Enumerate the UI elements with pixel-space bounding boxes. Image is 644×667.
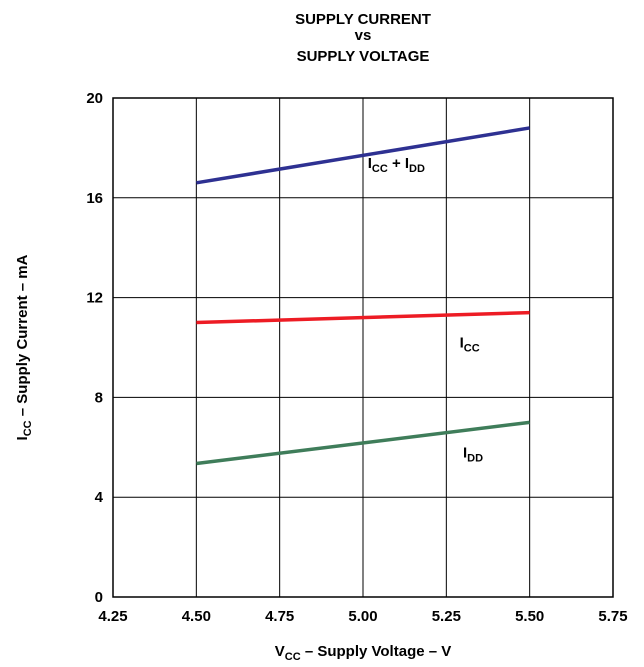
y-tick-label: 16: [86, 190, 103, 207]
x-tick-label: 4.25: [98, 608, 127, 625]
series-lines: [196, 126, 530, 466]
series-label: ICC: [460, 335, 480, 355]
x-tick-label: 5.50: [515, 608, 544, 625]
chart-title-line: SUPPLY VOLTAGE: [297, 48, 430, 65]
y-tick-labels: 0 4 8 12 16 20: [86, 90, 103, 606]
x-tick-label: 4.50: [182, 608, 211, 625]
series-line: [196, 310, 530, 325]
series-label: ICC + IDD: [368, 155, 425, 175]
series-line: [196, 126, 530, 185]
x-tick-label: 5.25: [432, 608, 461, 625]
chart-title-line: vs: [355, 27, 372, 44]
x-tick-label: 5.00: [348, 608, 377, 625]
y-axis-label: ICC – Supply Current – mA: [14, 254, 34, 440]
x-tick-label: 4.75: [265, 608, 294, 625]
series-labels: ICC + IDD ICC IDD: [368, 155, 483, 464]
series-label: IDD: [463, 444, 483, 464]
chart-title-line: SUPPLY CURRENT: [295, 11, 431, 28]
x-axis-label: VCC – Supply Voltage – V: [275, 643, 452, 663]
y-tick-label: 8: [95, 389, 103, 406]
y-tick-label: 20: [86, 90, 103, 107]
x-tick-label: 5.75: [598, 608, 627, 625]
plot-frame: [112, 97, 614, 598]
y-tick-label: 0: [95, 589, 103, 606]
x-tick-labels: 4.25 4.50 4.75 5.00 5.25 5.50 5.75: [98, 608, 627, 625]
y-tick-label: 4: [95, 489, 104, 506]
grid-lines: [112, 97, 614, 598]
y-tick-label: 12: [86, 290, 103, 307]
series-line: [196, 420, 530, 466]
